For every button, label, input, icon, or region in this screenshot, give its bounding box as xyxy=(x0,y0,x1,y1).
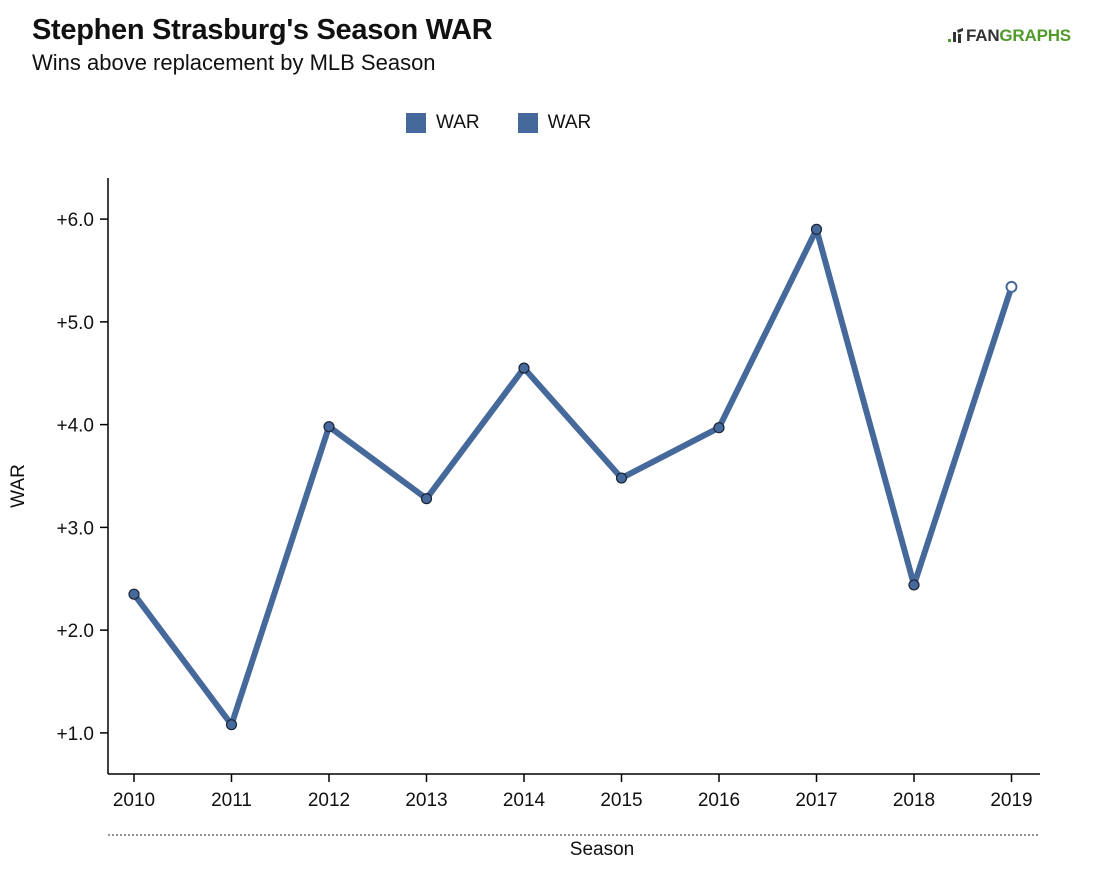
x-tick-label: 2016 xyxy=(698,790,740,811)
war-data-point xyxy=(1005,280,1018,293)
war-data-point xyxy=(518,362,530,374)
y-tick-label: +6.0 xyxy=(56,210,94,231)
y-tick-label: +1.0 xyxy=(56,724,94,745)
x-tick-label: 2019 xyxy=(990,790,1032,811)
war-data-point xyxy=(615,472,628,484)
logo-text-graphs: GRAPHS xyxy=(999,26,1071,45)
war-data-point xyxy=(420,493,433,505)
legend-label-2: WAR xyxy=(547,112,592,133)
logo-text-fan: FAN xyxy=(966,26,1000,45)
chart-legend: WAR WAR xyxy=(406,112,629,134)
x-tick-label: 2012 xyxy=(308,790,350,811)
chart-header: Stephen Strasburg's Season WAR Wins abov… xyxy=(32,12,493,78)
batter-icon xyxy=(948,28,963,43)
x-tick-label: 2018 xyxy=(893,790,935,811)
chart-subtitle: Wins above replacement by MLB Season xyxy=(32,50,436,75)
y-tick-label: +2.0 xyxy=(56,621,94,642)
war-data-point xyxy=(128,588,140,600)
war-data-point xyxy=(323,421,335,433)
x-tick-label: 2011 xyxy=(211,790,252,811)
legend-label-1: WAR xyxy=(436,112,480,133)
legend-swatch-1 xyxy=(406,113,426,133)
war-data-point xyxy=(908,579,920,591)
y-tick-label: +4.0 xyxy=(56,416,94,437)
war-data-point xyxy=(713,422,725,434)
x-tick-label: 2015 xyxy=(600,790,642,811)
x-tick-label: 2010 xyxy=(113,790,155,811)
fangraphs-logo[interactable]: FAN GRAPHS xyxy=(948,26,1071,46)
legend-item-2[interactable]: WAR xyxy=(517,112,592,134)
y-axis-label: WAR xyxy=(8,464,29,508)
chart-title: Stephen Strasburg's Season WAR xyxy=(32,14,493,46)
x-tick-label: 2017 xyxy=(795,790,837,811)
legend-item-1[interactable]: WAR xyxy=(406,112,480,134)
y-tick-label: +5.0 xyxy=(56,313,94,334)
y-tick-label: +3.0 xyxy=(56,518,94,539)
war-data-point xyxy=(810,223,823,235)
war-data-point xyxy=(225,719,238,731)
war-series-line xyxy=(131,226,1015,728)
x-tick-label: 2013 xyxy=(405,790,447,811)
x-axis-label: Season xyxy=(570,839,634,860)
x-tick-label: 2014 xyxy=(503,790,546,811)
legend-swatch-2 xyxy=(517,113,538,133)
